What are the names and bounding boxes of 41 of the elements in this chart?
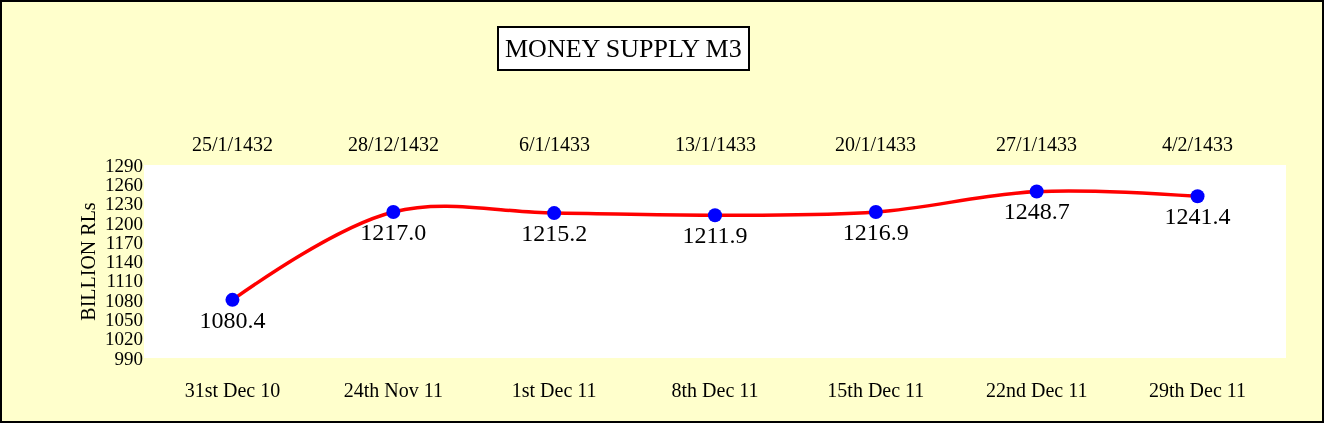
y-tick-label: 1290 <box>105 154 143 176</box>
data-label: 1217.0 <box>360 218 427 245</box>
text: 25/1/1432 <box>192 133 274 155</box>
data-label: 1248.7 <box>1003 198 1070 225</box>
data-label: 1216.9 <box>842 218 909 245</box>
text: 20/1/1433 <box>835 133 917 155</box>
y-tick-label: 1110 <box>106 270 143 292</box>
x-tick-label: 22nd Dec 11 <box>985 379 1088 401</box>
data-label: 1211.9 <box>682 221 748 248</box>
y-tick-label: 990 <box>114 347 143 369</box>
text: 28/12/1432 <box>348 133 440 155</box>
x-tick-label: 31st Dec 10 <box>184 379 281 401</box>
point <box>386 204 401 219</box>
text: 6/1/1433 <box>519 133 591 155</box>
chart-title: MONEY SUPPLY M3 <box>505 34 742 63</box>
text: 4/2/1433 <box>1162 133 1234 155</box>
point <box>547 206 562 221</box>
x-tick-label: 29th Dec 11 <box>1149 379 1247 401</box>
y-tick-label: 1080 <box>105 289 143 311</box>
data-label: 1215.2 <box>521 219 588 246</box>
data-label: 1080.4 <box>199 306 266 333</box>
text: 27/1/1433 <box>996 133 1078 155</box>
y-tick-label: 1170 <box>105 231 143 253</box>
x-tick-label: 1st Dec 11 <box>511 379 597 401</box>
y-tick-label: 1200 <box>105 212 143 234</box>
y-tick-label: 1020 <box>105 328 143 350</box>
data-label: 1241.4 <box>1164 203 1231 230</box>
y-tick-label: 1260 <box>105 173 143 195</box>
y-tick-label: 1230 <box>105 193 143 215</box>
x-tick-label: 15th Dec 11 <box>827 379 925 401</box>
y-axis-title: BILLION RLs <box>76 202 99 321</box>
text: 13/1/1433 <box>675 133 757 155</box>
x-tick-label: 24th Nov 11 <box>343 379 443 401</box>
y-tick-label: 1140 <box>105 251 143 273</box>
y-tick-label: 1050 <box>105 309 143 331</box>
x-tick-label: 8th Dec 11 <box>671 379 759 401</box>
point <box>708 208 722 223</box>
point <box>1190 189 1205 204</box>
point <box>868 205 883 220</box>
point <box>1029 184 1044 199</box>
point <box>225 292 240 307</box>
